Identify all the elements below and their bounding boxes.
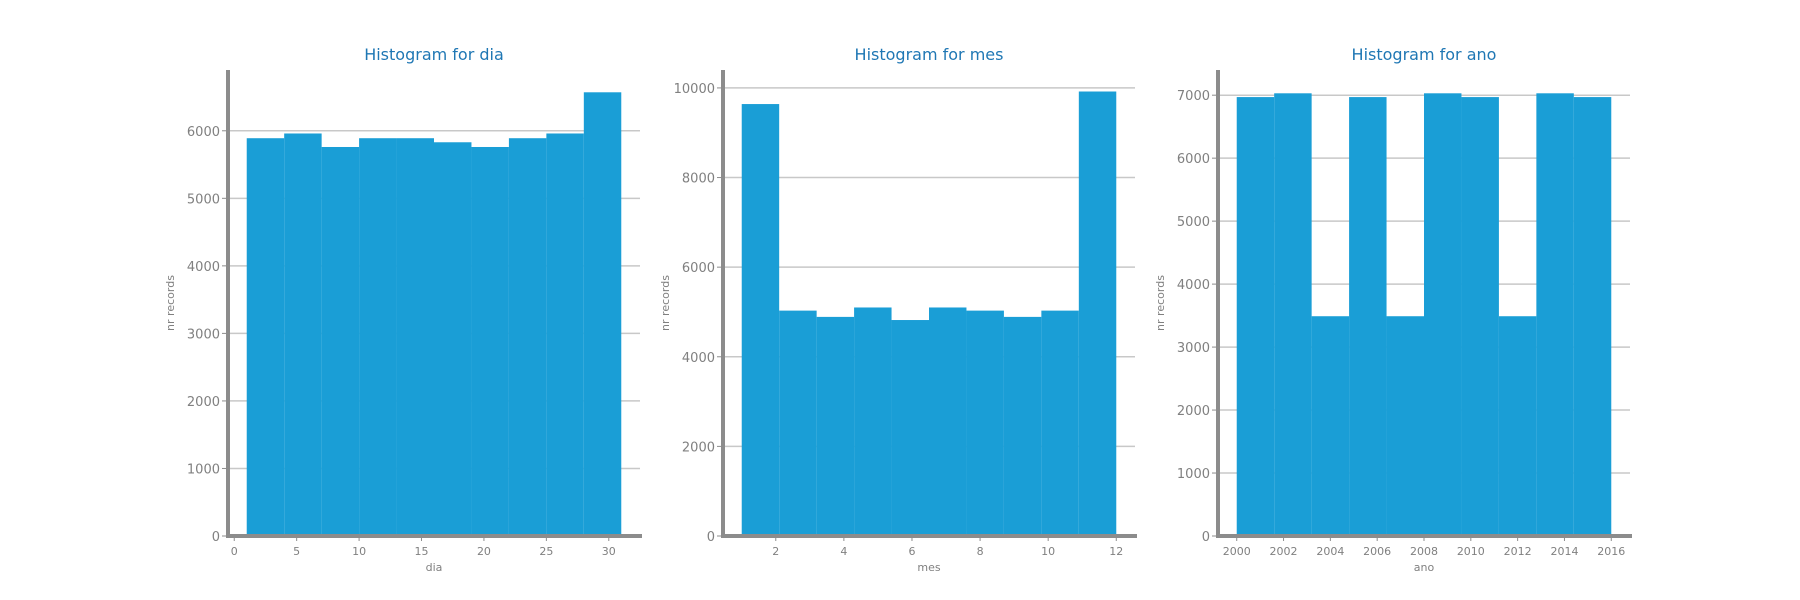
y-tick-label: 3000: [187, 327, 220, 342]
y-tick-label: 0: [707, 530, 715, 545]
y-tick-label: 10000: [674, 82, 715, 97]
x-tick-label: 12: [1109, 545, 1123, 558]
chart-ano: 0 1000 2000 3000 4000 5000 6000 7000 2000 2002 200…: [1154, 45, 1632, 574]
x-tick-label: 25: [539, 545, 553, 558]
histogram-bar: [396, 138, 434, 536]
y-tick-label: 4000: [682, 351, 715, 366]
x-axis-label: mes: [917, 561, 940, 574]
y-tick-label: 3000: [1177, 341, 1210, 356]
y-tick-label: 6000: [682, 261, 715, 276]
histogram-bar: [321, 146, 360, 536]
x-tick-label: 2008: [1410, 545, 1438, 558]
y-tick-label: 0: [212, 530, 220, 545]
histogram-bar: [1536, 93, 1574, 537]
y-tick-label: 1000: [1177, 467, 1210, 482]
chart-title: Histogram for dia: [364, 45, 504, 64]
y-tick-label: 2000: [682, 440, 715, 455]
histogram-bar: [1461, 97, 1499, 537]
histogram-bar: [891, 320, 929, 536]
histogram-bar: [816, 316, 855, 536]
histogram-bar: [1311, 316, 1350, 536]
histogram-bar: [284, 133, 322, 536]
x-tick-label: 5: [293, 545, 300, 558]
y-tick-label: 4000: [187, 260, 220, 275]
histogram-bar: [1003, 316, 1042, 536]
chart-title: Histogram for ano: [1352, 45, 1497, 64]
histogram-bar: [1573, 97, 1612, 537]
x-tick-label: 30: [602, 545, 616, 558]
histogram-bar: [779, 310, 817, 536]
histogram-bar: [546, 133, 584, 536]
y-tick-label: 6000: [187, 125, 220, 140]
histogram-bar: [741, 104, 780, 537]
x-tick-label: 2000: [1223, 545, 1251, 558]
x-tick-label: 2012: [1504, 545, 1532, 558]
y-tick-label: 7000: [1177, 89, 1210, 104]
x-tick-label: 2006: [1363, 545, 1391, 558]
x-tick-label: 15: [415, 545, 429, 558]
histogram-bar: [966, 310, 1004, 536]
y-axis-label: nr records: [659, 275, 672, 331]
histogram-bar: [1424, 93, 1462, 537]
y-tick-label: 5000: [1177, 215, 1210, 230]
histogram-bar: [1274, 93, 1312, 537]
y-axis-label: nr records: [164, 275, 177, 331]
histogram-bar: [1041, 310, 1079, 536]
x-tick-label: 2014: [1550, 545, 1578, 558]
x-tick-label: 0: [231, 545, 238, 558]
y-tick-label: 8000: [682, 172, 715, 187]
chart-mes: 0 2000 4000 6000 8000 10000 2 4 6 8 10 12 Histogram …: [659, 45, 1137, 574]
x-axis-label: dia: [426, 561, 443, 574]
x-tick-label: 20: [477, 545, 491, 558]
x-tick-label: 2016: [1597, 545, 1625, 558]
chart-dia: 0 1000 2000 3000 4000 5000 6000 0 5 10 15 20 25 30 His…: [164, 45, 642, 574]
x-tick-label: 6: [908, 545, 915, 558]
histogram-bar: [1078, 91, 1117, 536]
y-tick-label: 0: [1202, 530, 1210, 545]
histogram-bar: [929, 307, 967, 536]
x-tick-label: 2002: [1270, 545, 1298, 558]
y-tick-label: 6000: [1177, 152, 1210, 167]
x-tick-label: 10: [1041, 545, 1055, 558]
y-tick-label: 2000: [1177, 404, 1210, 419]
y-tick-label: 2000: [187, 395, 220, 410]
histogram-bar: [854, 307, 892, 536]
y-tick-label: 5000: [187, 192, 220, 207]
y-tick-label: 4000: [1177, 278, 1210, 293]
histogram-bar: [434, 142, 472, 536]
y-tick-label: 1000: [187, 462, 220, 477]
x-tick-label: 10: [352, 545, 366, 558]
histogram-bar: [1349, 97, 1387, 537]
x-tick-label: 8: [977, 545, 984, 558]
histogram-bar: [359, 138, 397, 536]
x-tick-label: 2004: [1316, 545, 1344, 558]
histogram-bar: [246, 138, 285, 536]
histogram-bar: [1498, 316, 1537, 536]
x-tick-label: 4: [840, 545, 847, 558]
histogram-bar: [471, 146, 509, 536]
x-tick-label: 2010: [1457, 545, 1485, 558]
histogram-bar: [583, 92, 622, 536]
chart-title: Histogram for mes: [855, 45, 1004, 64]
histogram-bar: [508, 138, 547, 536]
histogram-bar: [1386, 316, 1424, 536]
histogram-bar: [1236, 97, 1275, 537]
y-axis-label: nr records: [1154, 275, 1167, 331]
x-axis-label: ano: [1414, 561, 1435, 574]
x-tick-label: 2: [772, 545, 779, 558]
